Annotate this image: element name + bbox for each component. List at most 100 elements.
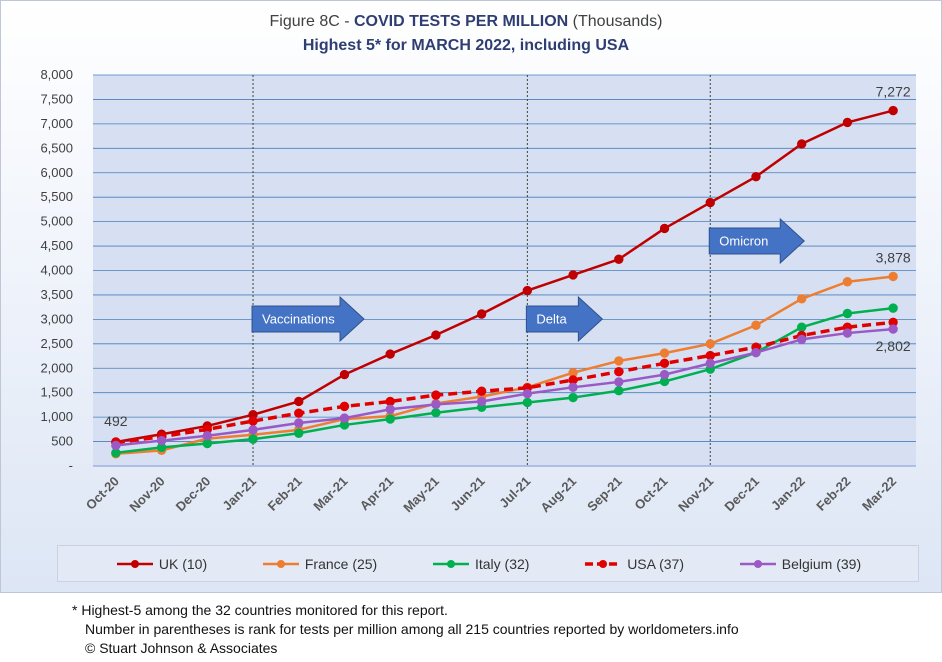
series-line — [115, 109, 894, 444]
data-point — [248, 425, 258, 435]
y-tick-label: 4,000 — [40, 263, 73, 278]
legend-label: USA (37) — [627, 555, 684, 572]
data-point — [522, 388, 533, 399]
data-point — [705, 350, 715, 361]
data-point — [431, 408, 441, 418]
legend-item: France (25) — [261, 556, 377, 572]
title-bold: COVID TESTS PER MILLION — [353, 13, 569, 30]
annotation-arrow — [251, 295, 365, 343]
x-tick-label: Dec-21 — [721, 474, 762, 515]
data-point — [614, 254, 624, 264]
data-point — [294, 396, 304, 407]
data-point — [751, 320, 761, 330]
data-point — [614, 377, 624, 387]
data-point — [842, 308, 853, 319]
data-point — [705, 197, 715, 208]
footnote-2: Number in parentheses is rank for tests … — [85, 621, 739, 637]
annotation-arrow — [708, 217, 805, 265]
series-line — [115, 306, 894, 455]
y-tick-label: 7,000 — [40, 116, 73, 131]
data-point — [568, 392, 578, 403]
data-point — [476, 396, 487, 407]
legend-label: Belgium (39) — [781, 555, 862, 572]
y-tick-label: 2,000 — [40, 360, 73, 375]
legend: UK (10) France (25) Italy (32) USA (37) Belg… — [57, 545, 919, 582]
x-tick-label: Jul-21 — [496, 474, 533, 511]
data-point — [522, 285, 533, 296]
y-tick-label: 5,500 — [40, 189, 73, 204]
annotation-label: Delta — [536, 312, 567, 327]
series-line — [115, 320, 894, 445]
line-chart: - 500 1,000 1,500 2,000 2,500 3,000 3,500 4,000 4… — [40, 67, 916, 516]
data-point — [842, 117, 853, 128]
data-label: 3,878 — [876, 249, 911, 265]
data-point — [339, 401, 350, 412]
data-point — [888, 324, 898, 334]
y-tick-label: 6,500 — [40, 140, 73, 155]
annotation-label: Vaccinations — [262, 312, 335, 327]
data-point — [111, 440, 121, 451]
legend-label: UK (10) — [158, 555, 208, 572]
x-tick-label: Nov-20 — [126, 474, 167, 515]
y-tick-label: 3,500 — [40, 287, 73, 302]
data-point — [248, 416, 258, 426]
data-point — [294, 408, 304, 418]
y-tick-label: 5,000 — [40, 214, 73, 229]
x-tick-label: May-21 — [400, 474, 442, 516]
footnotes: * Highest-5 among the 32 countries monit… — [72, 601, 739, 658]
data-point — [659, 358, 670, 369]
x-tick-label: Dec-20 — [173, 474, 214, 515]
legend-label: France (25) — [304, 555, 378, 572]
data-label: 492 — [104, 413, 128, 429]
data-point — [842, 277, 853, 287]
data-point — [385, 349, 395, 359]
legend-swatch — [262, 559, 299, 568]
chart-subtitle: Highest 5* for MARCH 2022, including USA — [302, 37, 630, 54]
x-tick-label: Oct-20 — [83, 474, 122, 513]
data-point — [842, 328, 853, 338]
data-point — [339, 369, 350, 380]
data-label: 7,272 — [876, 84, 911, 100]
legend-swatch — [585, 559, 622, 568]
y-tick-label: - — [69, 458, 73, 473]
x-tick-label: Jun-21 — [448, 474, 488, 514]
y-tick-label: 6,000 — [40, 165, 73, 180]
legend-item: UK (10) — [115, 556, 207, 572]
data-point — [705, 358, 715, 369]
footnote-3: © Stuart Johnson & Associates — [85, 640, 278, 656]
data-point — [431, 330, 441, 340]
data-point — [796, 322, 807, 332]
y-tick-label: 1,500 — [40, 385, 73, 400]
data-point — [751, 171, 761, 182]
title-suffix: (Thousands) — [568, 13, 663, 30]
x-tick-label: Nov-21 — [675, 474, 716, 515]
data-point — [614, 356, 624, 366]
series-line — [115, 327, 894, 447]
legend-swatch — [432, 559, 469, 568]
series-line — [115, 275, 894, 456]
legend-label: Italy (32) — [474, 555, 530, 572]
data-point — [294, 428, 304, 438]
y-tick-label: 2,500 — [40, 336, 73, 351]
legend-item: USA (37) — [583, 556, 684, 572]
data-label: 2,802 — [876, 338, 911, 354]
data-point — [751, 347, 761, 358]
footnote-1: * Highest-5 among the 32 countries monit… — [72, 602, 448, 618]
x-tick-label: Oct-21 — [631, 474, 670, 513]
x-tick-label: Feb-21 — [265, 474, 305, 514]
data-point — [796, 139, 807, 149]
x-tick-label: Apr-21 — [357, 474, 397, 514]
y-tick-label: 4,500 — [40, 238, 73, 253]
chart-title: Figure 8C - COVID TESTS PER MILLION (Tho… — [1, 13, 931, 31]
annotation-arrow — [525, 295, 604, 343]
data-point — [431, 399, 441, 410]
data-point — [202, 438, 213, 449]
x-tick-label: Mar-22 — [859, 474, 899, 514]
x-tick-label: Feb-22 — [813, 474, 853, 514]
annotation-label: Omicron — [719, 234, 768, 249]
data-point — [705, 339, 715, 349]
data-point — [202, 430, 213, 441]
x-tick-label: Aug-21 — [537, 474, 579, 516]
data-point — [568, 270, 578, 280]
data-point — [294, 418, 304, 428]
